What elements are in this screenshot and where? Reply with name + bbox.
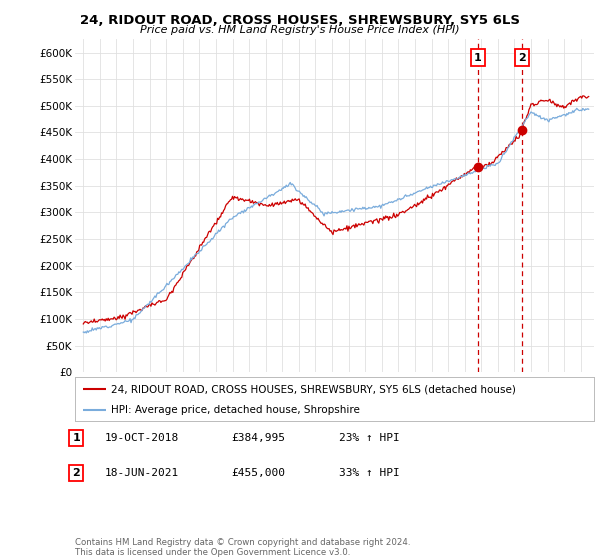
Text: 23% ↑ HPI: 23% ↑ HPI <box>339 433 400 443</box>
Text: £384,995: £384,995 <box>231 433 285 443</box>
Text: 18-JUN-2021: 18-JUN-2021 <box>105 468 179 478</box>
Text: 19-OCT-2018: 19-OCT-2018 <box>105 433 179 443</box>
Text: HPI: Average price, detached house, Shropshire: HPI: Average price, detached house, Shro… <box>112 405 360 415</box>
Text: 24, RIDOUT ROAD, CROSS HOUSES, SHREWSBURY, SY5 6LS: 24, RIDOUT ROAD, CROSS HOUSES, SHREWSBUR… <box>80 14 520 27</box>
Text: 33% ↑ HPI: 33% ↑ HPI <box>339 468 400 478</box>
Text: 1: 1 <box>73 433 80 443</box>
Text: Price paid vs. HM Land Registry's House Price Index (HPI): Price paid vs. HM Land Registry's House … <box>140 25 460 35</box>
Text: Contains HM Land Registry data © Crown copyright and database right 2024.
This d: Contains HM Land Registry data © Crown c… <box>75 538 410 557</box>
Text: 1: 1 <box>474 53 482 63</box>
Text: 2: 2 <box>518 53 526 63</box>
Text: £455,000: £455,000 <box>231 468 285 478</box>
Text: 24, RIDOUT ROAD, CROSS HOUSES, SHREWSBURY, SY5 6LS (detached house): 24, RIDOUT ROAD, CROSS HOUSES, SHREWSBUR… <box>112 384 516 394</box>
Text: 2: 2 <box>73 468 80 478</box>
